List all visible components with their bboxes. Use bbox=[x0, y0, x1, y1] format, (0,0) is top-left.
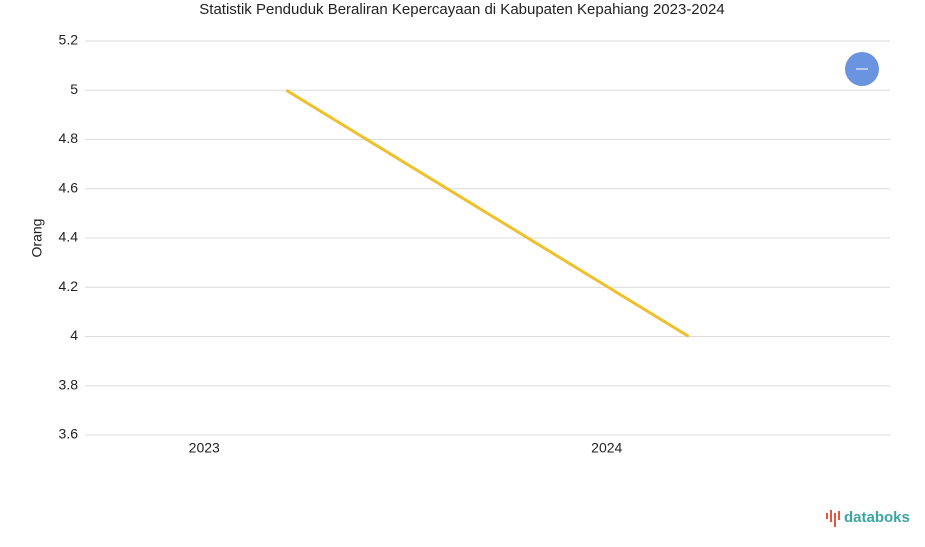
y-tick-label: 3.6 bbox=[59, 426, 79, 442]
y-tick-label: 3.8 bbox=[59, 376, 79, 392]
x-tick-label: 2023 bbox=[189, 440, 220, 456]
y-tick-label: 5.2 bbox=[59, 32, 79, 48]
y-tick-label: 4.8 bbox=[59, 130, 79, 146]
y-tick-label: 4 bbox=[70, 327, 78, 343]
y-axis-label: Orang bbox=[29, 219, 45, 258]
data-line bbox=[285, 88, 690, 338]
y-tick-label: 4.4 bbox=[59, 229, 79, 245]
y-tick-label: 4.6 bbox=[59, 179, 79, 195]
x-tick-label: 2024 bbox=[591, 440, 622, 456]
zoom-button[interactable] bbox=[845, 52, 879, 86]
brand-text: databoks bbox=[844, 509, 910, 526]
brand-logo: databoks bbox=[826, 509, 910, 527]
y-tick-label: 5 bbox=[70, 81, 78, 97]
y-tick-label: 4.2 bbox=[59, 278, 79, 294]
chart-title: Statistik Penduduk Beraliran Kepercayaan… bbox=[199, 1, 724, 18]
